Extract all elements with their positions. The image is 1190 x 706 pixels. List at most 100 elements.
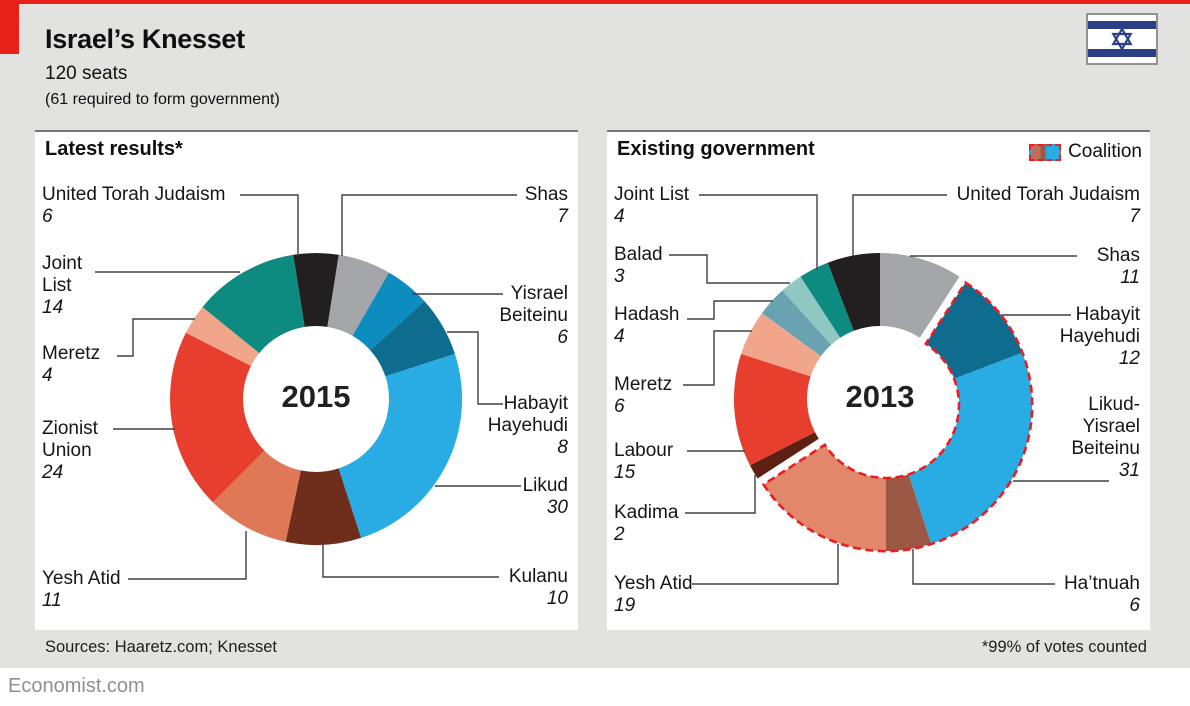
label-ha-tnuah: Ha’tnuah 6 <box>1064 573 1140 617</box>
slice-balad[interactable] <box>782 276 841 345</box>
party-name: Likud- <box>1088 394 1140 415</box>
coalition-legend-label: Coalition <box>1068 141 1142 162</box>
slice-united-torah-judaism[interactable] <box>293 253 339 327</box>
leader-line-ha-tnuah <box>912 549 1055 585</box>
top-rule <box>0 0 1190 4</box>
leader-line-yesh-atid <box>128 531 247 580</box>
party-name: Habayit <box>1075 304 1140 325</box>
coalition-swatch-icon <box>1029 143 1062 161</box>
knesset-2013-donut <box>669 194 1109 585</box>
label-likud: Likud 30 <box>523 475 568 519</box>
party-name: Yesh Atid <box>614 573 693 594</box>
subtitle: 120 seats <box>45 63 128 84</box>
party-name: Habayit <box>503 393 568 414</box>
panel-title-latest-results: Latest results* <box>45 138 183 160</box>
party-name: Ha’tnuah <box>1063 573 1140 594</box>
label-habayit-hayehudi: Habayit Hayehudi 8 <box>488 393 568 459</box>
party-name: Hadash <box>614 304 680 325</box>
label-joint-list: Joint List 14 <box>42 253 82 319</box>
party-seats: 15 <box>614 462 636 483</box>
party-seats: 4 <box>42 365 53 386</box>
party-name: Meretz <box>614 374 673 395</box>
economist-site-link[interactable]: Economist.com <box>8 675 145 697</box>
slice-joint-list[interactable] <box>800 262 854 338</box>
leader-line-meretz <box>117 318 195 357</box>
party-seats: 7 <box>557 206 568 227</box>
slice-yesh-atid[interactable] <box>212 450 301 542</box>
label-likud-yisrael-beiteinu: Likud- Yisrael Beiteinu 31 <box>1071 394 1140 482</box>
party-seats: 2 <box>614 524 625 545</box>
israel-flag-icon <box>1086 13 1158 65</box>
label-habayit-hayehudi: Habayit Hayehudi 12 <box>1060 304 1140 370</box>
leader-line-balad <box>669 254 790 284</box>
header: Israel’s Knesset 120 seats (61 required … <box>45 24 280 109</box>
knesset-2015-donut <box>95 194 521 580</box>
slice-ha-tnuah[interactable] <box>886 474 932 551</box>
slice-likud[interactable] <box>338 353 463 538</box>
party-name: Balad <box>614 244 663 265</box>
slice-hadash[interactable] <box>761 290 832 357</box>
party-seats: 12 <box>1118 348 1140 369</box>
party-name: United Torah Judaism <box>956 184 1140 205</box>
label-yesh-atid: Yesh Atid 19 <box>614 573 693 617</box>
slice-habayit-hayehudi[interactable] <box>370 301 455 377</box>
leader-line-yesh-atid <box>692 544 839 585</box>
coalition-legend: Coalition <box>1029 141 1142 163</box>
label-kadima: Kadima 2 <box>614 502 678 546</box>
party-name: Beiteinu <box>1071 438 1140 459</box>
party-name: List <box>42 275 72 296</box>
slice-joint-list[interactable] <box>202 254 305 354</box>
leader-line-kulanu <box>322 544 499 578</box>
year-label-2013: 2013 <box>845 379 915 414</box>
party-seats: 4 <box>614 326 625 347</box>
party-seats: 11 <box>42 590 62 611</box>
party-seats: 6 <box>557 327 568 348</box>
slice-meretz[interactable] <box>741 313 821 377</box>
slice-yesh-atid[interactable] <box>763 444 886 551</box>
leader-line-habayit-hayehudi <box>447 331 503 405</box>
label-hadash: Hadash 4 <box>614 304 680 348</box>
slice-kulanu[interactable] <box>285 468 362 546</box>
votes-counted-footnote: *99% of votes counted <box>981 638 1147 656</box>
party-seats: 10 <box>546 588 568 609</box>
slice-likud-yisrael-beiteinu[interactable] <box>908 352 1033 544</box>
site-footer: Economist.com <box>0 668 1190 706</box>
label-zionist-union: Zionist Union 24 <box>42 418 98 484</box>
party-name: Union <box>42 440 92 461</box>
latest-results-panel: Latest results* 2015 United Torah Judais… <box>35 130 578 630</box>
leader-line-joint-list <box>699 194 818 270</box>
party-seats: 8 <box>557 437 568 458</box>
leader-line-shas <box>341 194 517 256</box>
party-seats: 3 <box>614 266 625 287</box>
existing-government-panel: Existing government Coalition 2013 Shas 1… <box>607 130 1150 630</box>
chart-canvas: Israel’s Knesset 120 seats (61 required … <box>0 0 1190 668</box>
slice-shas[interactable] <box>880 253 960 338</box>
slice-united-torah-judaism[interactable] <box>827 253 880 331</box>
slice-shas[interactable] <box>327 254 389 336</box>
year-label-2015: 2015 <box>281 379 351 414</box>
party-name: Shas <box>524 184 568 205</box>
slice-habayit-hayehudi[interactable] <box>925 282 1023 379</box>
party-name: Kadima <box>614 502 679 523</box>
slice-labour[interactable] <box>733 353 815 466</box>
label-shas: Shas 11 <box>1097 245 1140 289</box>
party-seats: 6 <box>614 396 625 417</box>
label-balad: Balad 3 <box>614 244 663 288</box>
panel-title-existing-government: Existing government <box>617 138 815 160</box>
slice-yisrael-beiteinu[interactable] <box>352 272 425 351</box>
slice-meretz[interactable] <box>185 307 260 366</box>
label-kulanu: Kulanu 10 <box>509 566 568 610</box>
party-seats: 6 <box>42 206 53 227</box>
slice-kadima[interactable] <box>749 432 819 479</box>
slice-zionist-union[interactable] <box>170 332 265 503</box>
leader-line-united-torah-judaism <box>240 194 299 256</box>
party-name: Shas <box>1096 245 1140 266</box>
party-seats: 19 <box>614 595 636 616</box>
leader-line-meretz <box>683 330 752 386</box>
party-name: Yisrael <box>510 283 568 304</box>
coalition-outline <box>761 280 1034 553</box>
party-name: United Torah Judaism <box>42 184 226 205</box>
label-united-torah-judaism: United Torah Judaism 6 <box>42 184 225 228</box>
party-seats: 11 <box>1120 267 1140 288</box>
